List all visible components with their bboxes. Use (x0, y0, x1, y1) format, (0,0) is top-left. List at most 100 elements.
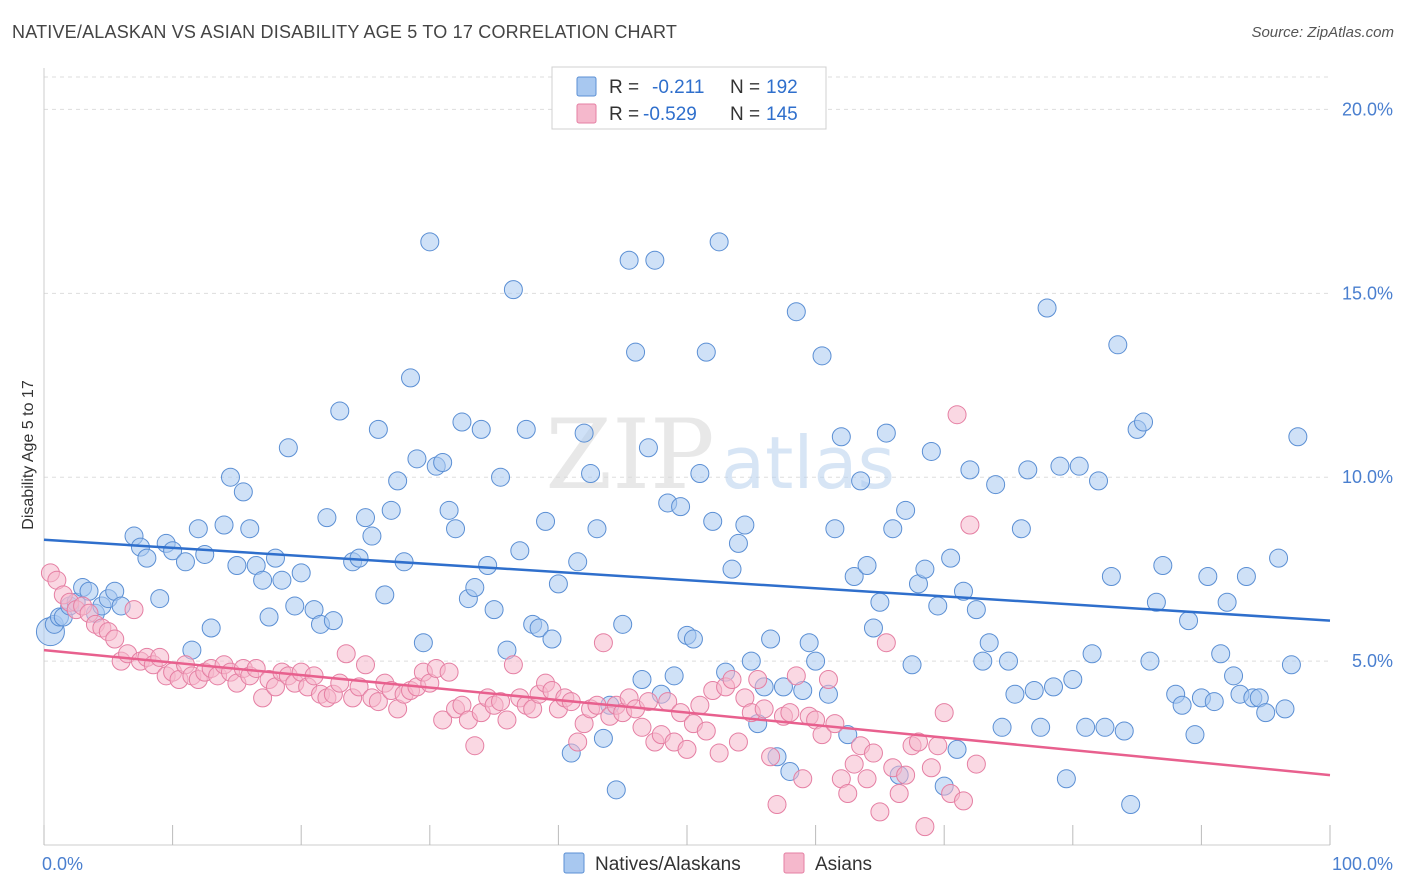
asians-point (818, 669, 838, 689)
natives-point (163, 541, 183, 561)
natives-point (664, 666, 684, 686)
natives-point (1153, 555, 1173, 575)
legend-swatch-natives (563, 852, 585, 874)
natives-point (928, 596, 948, 616)
natives-point (786, 302, 806, 322)
asians-point (728, 732, 748, 752)
natives-point (645, 250, 665, 270)
natives-point (1236, 567, 1256, 587)
legend-r-label: R = (609, 104, 639, 125)
asians-point (465, 736, 485, 756)
legend-label-asians: Asians (815, 854, 872, 875)
natives-point (1217, 592, 1237, 612)
asians-point (870, 802, 890, 822)
natives-point (420, 232, 440, 252)
legend-n-label: N = (730, 77, 760, 98)
natives-point (1275, 699, 1295, 719)
natives-point (1089, 471, 1109, 491)
x-tick-label: 0.0% (42, 854, 83, 874)
natives-point (330, 401, 350, 421)
natives-point (465, 578, 485, 598)
y-tick-label: 5.0% (1352, 651, 1393, 671)
asians-point (253, 688, 273, 708)
natives-point (690, 464, 710, 484)
natives-point (632, 669, 652, 689)
natives-point (1056, 769, 1076, 789)
natives-point (1031, 717, 1051, 737)
asians-point (330, 673, 350, 693)
natives-point (1101, 567, 1121, 587)
natives-point (1134, 412, 1154, 432)
asians-point (336, 644, 356, 664)
natives-point (1211, 644, 1231, 664)
natives-point (478, 555, 498, 575)
natives-point (1269, 548, 1289, 568)
natives-point (137, 548, 157, 568)
natives-point (728, 533, 748, 553)
natives-point (1140, 651, 1160, 671)
asians-point (150, 647, 170, 667)
natives-point (973, 651, 993, 671)
natives-point (175, 552, 195, 572)
natives-point (388, 471, 408, 491)
asians-trend-line (43, 648, 1331, 777)
asians-point (953, 791, 973, 811)
natives-point (368, 419, 388, 439)
axes (43, 68, 1331, 846)
legend-swatch-asians (576, 103, 597, 124)
legend-label-natives: Natives/Alaskans (595, 854, 741, 875)
natives-point (799, 633, 819, 653)
asians-point (439, 662, 459, 682)
asians-point (761, 747, 781, 767)
natives-point (671, 497, 691, 517)
natives-point (272, 570, 292, 590)
asians-point (593, 633, 613, 653)
natives-point (606, 780, 626, 800)
natives-point (941, 548, 961, 568)
natives-point (638, 438, 658, 458)
natives-point (278, 438, 298, 458)
legend-swatch-natives (576, 76, 597, 97)
natives-point (979, 633, 999, 653)
natives-point (825, 519, 845, 539)
x-tick-labels: 0.0% 100.0% (42, 854, 1393, 874)
natives-point (857, 555, 877, 575)
natives-point (323, 611, 343, 631)
natives-point (259, 607, 279, 627)
natives-point (722, 559, 742, 579)
asians-point (921, 758, 941, 778)
asians-point (780, 703, 800, 723)
natives-point (947, 739, 967, 759)
asians-point (947, 405, 967, 425)
natives-point (613, 614, 633, 634)
legend-box (551, 66, 827, 130)
y-tick-label: 15.0% (1342, 283, 1393, 303)
natives-point (201, 618, 221, 638)
natives-point (831, 427, 851, 447)
natives-point (1050, 456, 1070, 476)
natives-point (446, 519, 466, 539)
y-tick-label: 10.0% (1342, 467, 1393, 487)
asians-point (105, 629, 125, 649)
asians-point (786, 666, 806, 686)
legend-r-value: -0.529 (643, 104, 697, 125)
asians-point (844, 754, 864, 774)
asians-point (838, 784, 858, 804)
natives-point (291, 563, 311, 583)
natives-point (1185, 725, 1205, 745)
natives-point (1011, 519, 1031, 539)
natives-point (896, 500, 916, 520)
natives-point (851, 471, 871, 491)
asians-point (677, 739, 697, 759)
natives-point (317, 508, 337, 528)
natives-point (1121, 795, 1141, 815)
asians-point (876, 633, 896, 653)
natives-point (413, 633, 433, 653)
natives-point (960, 460, 980, 480)
natives-point (548, 574, 568, 594)
series-natives-points (35, 232, 1308, 815)
natives-point (741, 651, 761, 671)
asians-point (690, 695, 710, 715)
natives-point (1146, 592, 1166, 612)
